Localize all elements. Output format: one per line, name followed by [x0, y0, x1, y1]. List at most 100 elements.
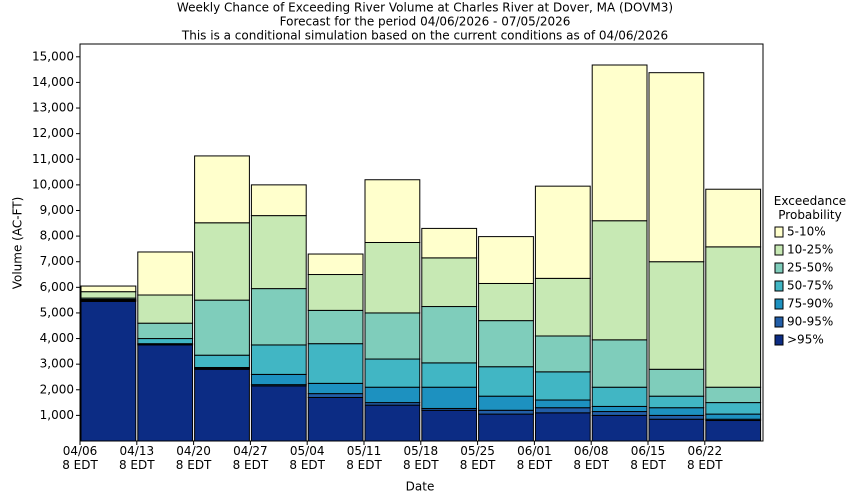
bar-segment	[478, 413, 534, 442]
legend-label: 5-10%	[787, 225, 826, 239]
bar-segment	[591, 414, 648, 442]
bar-segment	[591, 405, 648, 413]
bar-segment	[364, 358, 421, 388]
bar-segment	[705, 420, 762, 442]
bar-segment	[307, 253, 364, 276]
bar-segment	[307, 309, 364, 345]
bar-segment	[194, 368, 250, 442]
y-tick-label: 2,000	[40, 382, 74, 396]
bar-segment	[307, 396, 364, 442]
legend-swatch	[774, 334, 784, 346]
bar-segment	[137, 251, 194, 296]
bar-segment	[194, 155, 250, 224]
legend-swatch	[774, 316, 784, 328]
bar-segment	[137, 294, 194, 324]
x-axis-label: Date	[406, 480, 435, 494]
bar-segment	[534, 185, 591, 279]
y-tick-label: 6,000	[40, 280, 74, 294]
y-tick-label: 9,000	[40, 203, 74, 217]
bar-segment	[137, 344, 194, 442]
legend-label: 75-90%	[787, 297, 833, 311]
legend-title: Exceedance Probability	[773, 194, 847, 222]
bar-segment	[478, 366, 534, 397]
bar-segment	[250, 373, 307, 386]
bar-segment	[80, 291, 137, 299]
bar-segment	[80, 300, 137, 442]
y-tick-label: 13,000	[32, 101, 74, 115]
bar-segment	[364, 312, 421, 360]
legend-label: 25-50%	[787, 261, 833, 275]
legend-swatch	[774, 262, 784, 274]
x-tick-label: 06/15 8 EDT	[630, 444, 666, 472]
bar-segment	[648, 407, 705, 416]
y-tick-label: 3,000	[40, 357, 74, 371]
legend-label: 90-95%	[787, 315, 833, 329]
bar-segment	[648, 414, 705, 420]
bar-segment	[307, 393, 364, 398]
bar-segment	[705, 402, 762, 415]
bar-segment	[705, 413, 762, 420]
bar-segment	[421, 306, 478, 364]
bar-segment	[534, 277, 591, 337]
bar-segment	[591, 220, 648, 341]
legend-swatch	[774, 280, 784, 292]
bar-segment	[307, 274, 364, 311]
bar-segment	[478, 409, 534, 415]
bar-segment	[648, 261, 705, 370]
bar-segment	[307, 343, 364, 384]
y-tick-label: 5,000	[40, 305, 74, 319]
bar-segment	[648, 395, 705, 409]
bar-segment	[591, 339, 648, 388]
bar-segment	[591, 386, 648, 407]
y-tick-label: 10,000	[32, 177, 74, 191]
y-tick-label: 11,000	[32, 152, 74, 166]
bar-segment	[478, 282, 534, 322]
bar-segment	[534, 371, 591, 401]
x-tick-label: 06/01 8 EDT	[516, 444, 553, 472]
bar-segment	[80, 285, 137, 293]
y-tick-label: 12,000	[32, 126, 74, 140]
y-tick-label: 14,000	[32, 75, 74, 89]
legend-swatch	[774, 244, 784, 256]
x-tick-label: 05/18 8 EDT	[402, 444, 439, 472]
bar-segment	[421, 362, 478, 388]
bar-segment	[591, 411, 648, 416]
y-tick-label: 15,000	[32, 49, 74, 63]
bar-segment	[364, 179, 421, 243]
legend-label: 10-25%	[787, 243, 833, 257]
y-axis-label: Volume (AC-FT)	[11, 197, 25, 290]
bar-segment	[194, 299, 250, 356]
bar-segment	[364, 386, 421, 404]
bar-segment	[250, 288, 307, 346]
legend-label: >95%	[787, 333, 824, 347]
x-tick-label: 06/08 8 EDT	[573, 444, 609, 472]
bar-segment	[534, 407, 591, 414]
y-tick-label: 4,000	[40, 331, 74, 345]
bar-segment	[250, 344, 307, 375]
bar-segment	[705, 246, 762, 388]
bar-segment	[421, 409, 478, 442]
bar-segment	[194, 222, 250, 301]
x-tick-label: 05/11 8 EDT	[346, 444, 382, 472]
chart-subtitle: This is a conditional simulation based o…	[181, 29, 668, 43]
bar-segment	[534, 399, 591, 409]
bar-segment	[705, 188, 762, 248]
legend-swatch	[774, 226, 784, 238]
x-tick-label: 05/04 8 EDT	[289, 444, 325, 472]
bar-segment	[194, 354, 250, 368]
x-tick-label: 04/13 8 EDT	[118, 444, 155, 472]
bar-segment	[534, 412, 591, 442]
y-tick-label: 1,000	[40, 408, 74, 422]
bar-segment	[705, 386, 762, 404]
bar-segment	[421, 257, 478, 308]
bar-segment	[478, 236, 534, 284]
bar-segment	[478, 320, 534, 368]
bar-segment	[137, 322, 194, 340]
bar-segment	[307, 382, 364, 395]
x-tick-label: 04/27 8 EDT	[232, 444, 269, 472]
bar-segment	[421, 227, 478, 259]
bar-segment	[534, 335, 591, 373]
bar-segment	[364, 242, 421, 314]
bar-segment	[250, 385, 307, 442]
